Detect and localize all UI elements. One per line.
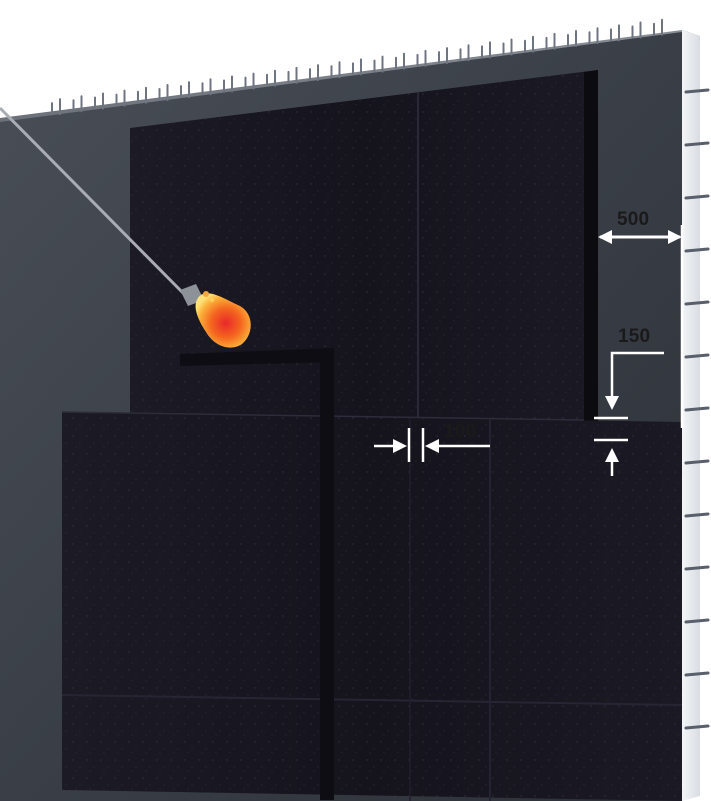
dimension-500	[598, 225, 684, 428]
dimension-100	[374, 428, 490, 462]
side-dowel	[684, 141, 710, 147]
dimension-label-500: 500	[617, 209, 650, 230]
side-dowel	[684, 565, 710, 571]
dimension-label-150: 150	[618, 326, 651, 347]
dimension-label-100: 100	[444, 421, 477, 442]
side-dowel	[684, 353, 710, 359]
side-dowel	[684, 459, 710, 465]
rebar-starter-bars	[51, 18, 663, 116]
upper-sheet-edge	[584, 70, 598, 440]
side-dowel	[684, 512, 710, 518]
flame-icon	[195, 291, 251, 348]
side-dowel	[684, 618, 710, 624]
side-dowel	[684, 88, 710, 94]
side-dowel	[684, 406, 710, 412]
horizontal-strip	[180, 348, 334, 366]
side-dowel	[684, 247, 710, 253]
dimension-150	[594, 351, 664, 476]
wall-side-face	[682, 30, 700, 801]
side-dowel	[684, 671, 710, 677]
side-dowel	[684, 194, 710, 200]
side-dowel	[684, 724, 710, 730]
side-dowels	[684, 88, 710, 730]
vertical-strip	[320, 354, 334, 800]
side-dowel	[684, 300, 710, 306]
